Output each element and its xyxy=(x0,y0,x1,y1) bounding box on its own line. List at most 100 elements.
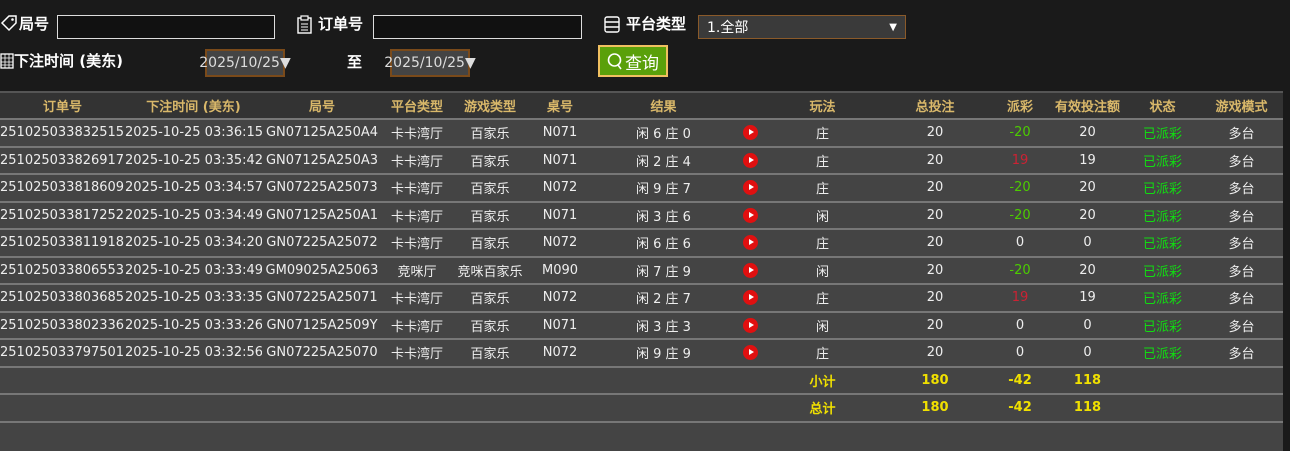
table-empty-area xyxy=(0,422,1283,451)
total-cell xyxy=(1125,394,1200,423)
cell-result: 闲 6 庄 0 xyxy=(592,119,735,148)
platform-value: 1.全部 xyxy=(707,20,749,36)
table-row[interactable]: 251025033818609 2025-10-25 03:34:57 GN0722… xyxy=(0,174,1283,203)
play-video-icon[interactable] xyxy=(742,125,758,141)
table-row[interactable]: 251025033802336 2025-10-25 03:33:26 GN0712… xyxy=(0,311,1283,340)
cell-result: 闲 3 庄 3 xyxy=(592,311,735,340)
clipboard-icon xyxy=(297,15,312,34)
cell-mode: 多台 xyxy=(1200,146,1283,175)
cell-order: 251025033811918 xyxy=(0,229,125,258)
cell-mode: 多台 xyxy=(1200,339,1283,368)
column-header: 结果 xyxy=(592,91,735,120)
total-cell xyxy=(592,394,735,423)
cell-bet: 20 xyxy=(880,201,990,230)
subtotal-cell xyxy=(1200,366,1283,395)
play-video-icon[interactable] xyxy=(742,317,758,333)
cell-order: 251025033826917 xyxy=(0,146,125,175)
platform-select[interactable]: 1.全部 ▼ xyxy=(698,15,906,39)
cell-result: 闲 2 庄 4 xyxy=(592,146,735,175)
column-header: 下注时间 (美东) xyxy=(125,91,262,120)
total-cell: 总计 xyxy=(765,394,880,423)
cell-mode: 多台 xyxy=(1200,311,1283,340)
cell-time: 2025-10-25 03:33:35 xyxy=(125,284,262,313)
cell-time: 2025-10-25 03:32:56 xyxy=(125,339,262,368)
cell-payout: 0 xyxy=(990,311,1050,340)
replay-cell xyxy=(735,119,765,148)
cell-table: N072 xyxy=(528,174,592,203)
cell-status: 已派彩 xyxy=(1125,256,1200,285)
cell-round: GN07125A2509Y xyxy=(262,311,382,340)
subtotal-cell xyxy=(262,366,382,395)
cell-platform: 卡卡湾厅 xyxy=(382,201,452,230)
cell-time: 2025-10-25 03:33:49 xyxy=(125,256,262,285)
table-row[interactable]: 251025033797501 2025-10-25 03:32:56 GN0722… xyxy=(0,339,1283,368)
column-header: 派彩 xyxy=(990,91,1050,120)
table-row[interactable]: 251025033826917 2025-10-25 03:35:42 GN0712… xyxy=(0,146,1283,175)
table-row[interactable]: 251025033817252 2025-10-25 03:34:49 GN0712… xyxy=(0,201,1283,230)
cell-play: 庄 xyxy=(765,284,880,313)
total-cell xyxy=(452,394,528,423)
cell-time: 2025-10-25 03:34:20 xyxy=(125,229,262,258)
total-cell xyxy=(0,394,125,423)
cell-game: 百家乐 xyxy=(452,229,528,258)
table-row[interactable]: 251025033806553 2025-10-25 03:33:49 GM0902… xyxy=(0,256,1283,285)
cell-table: N071 xyxy=(528,119,592,148)
cell-platform: 卡卡湾厅 xyxy=(382,174,452,203)
cell-payout: 0 xyxy=(990,339,1050,368)
play-video-icon[interactable] xyxy=(742,345,758,361)
cell-payout: -20 xyxy=(990,119,1050,148)
subtotal-cell xyxy=(1125,366,1200,395)
play-video-icon[interactable] xyxy=(742,207,758,223)
play-video-icon[interactable] xyxy=(742,152,758,168)
order-input[interactable] xyxy=(373,15,582,39)
cell-mode: 多台 xyxy=(1200,229,1283,258)
column-header: 游戏模式 xyxy=(1200,91,1283,120)
round-label: 局号 xyxy=(19,15,50,33)
cell-play: 闲 xyxy=(765,256,880,285)
table-row[interactable]: 251025033811918 2025-10-25 03:34:20 GN0722… xyxy=(0,229,1283,258)
cell-order: 251025033818609 xyxy=(0,174,125,203)
round-input[interactable] xyxy=(57,15,275,39)
cell-bet: 20 xyxy=(880,146,990,175)
cell-payout: -20 xyxy=(990,174,1050,203)
cell-order: 251025033802336 xyxy=(0,311,125,340)
cell-round: GN07125A250A1 xyxy=(262,201,382,230)
column-header: 有效投注额 xyxy=(1050,91,1125,120)
play-video-icon[interactable] xyxy=(742,290,758,306)
replay-cell xyxy=(735,201,765,230)
play-video-icon[interactable] xyxy=(742,262,758,278)
cell-round: GN07225A25072 xyxy=(262,229,382,258)
cell-order: 251025033832515 xyxy=(0,119,125,148)
cell-bet: 20 xyxy=(880,256,990,285)
query-label: 查询 xyxy=(625,53,659,74)
date-to-picker[interactable]: 2025/10/25▼ xyxy=(384,49,476,77)
cell-play: 闲 xyxy=(765,311,880,340)
table-row[interactable]: 251025033832515 2025-10-25 03:36:15 GN0712… xyxy=(0,119,1283,148)
query-button[interactable]: 查询 xyxy=(598,45,668,77)
cell-status: 已派彩 xyxy=(1125,339,1200,368)
total-cell xyxy=(125,394,262,423)
cell-table: N071 xyxy=(528,146,592,175)
cell-result: 闲 3 庄 6 xyxy=(592,201,735,230)
cell-bet: 20 xyxy=(880,229,990,258)
cell-platform: 卡卡湾厅 xyxy=(382,229,452,258)
total-row: 总计 180 -42 118 xyxy=(0,394,1283,423)
total-cell xyxy=(528,394,592,423)
list-icon xyxy=(604,16,620,33)
play-video-icon[interactable] xyxy=(742,235,758,251)
play-video-icon[interactable] xyxy=(742,180,758,196)
date-from-picker[interactable]: 2025/10/25▼ xyxy=(199,49,291,77)
cell-game: 百家乐 xyxy=(452,146,528,175)
cell-time: 2025-10-25 03:34:49 xyxy=(125,201,262,230)
cell-mode: 多台 xyxy=(1200,256,1283,285)
replay-cell xyxy=(735,256,765,285)
bet-records-table: 订单号 下注时间 (美东) 局号 平台类型 游戏类型 桌号 结果 玩法 总投注 派彩 有效投注额 状态… xyxy=(0,91,1283,423)
search-icon xyxy=(607,53,622,70)
cell-order: 251025033806553 xyxy=(0,256,125,285)
subtotal-cell xyxy=(592,366,735,395)
cell-valid: 20 xyxy=(1050,174,1125,203)
table-row[interactable]: 251025033803685 2025-10-25 03:33:35 GN0722… xyxy=(0,284,1283,313)
total-cell: 180 xyxy=(880,394,990,423)
cell-valid: 0 xyxy=(1050,311,1125,340)
cell-status: 已派彩 xyxy=(1125,284,1200,313)
